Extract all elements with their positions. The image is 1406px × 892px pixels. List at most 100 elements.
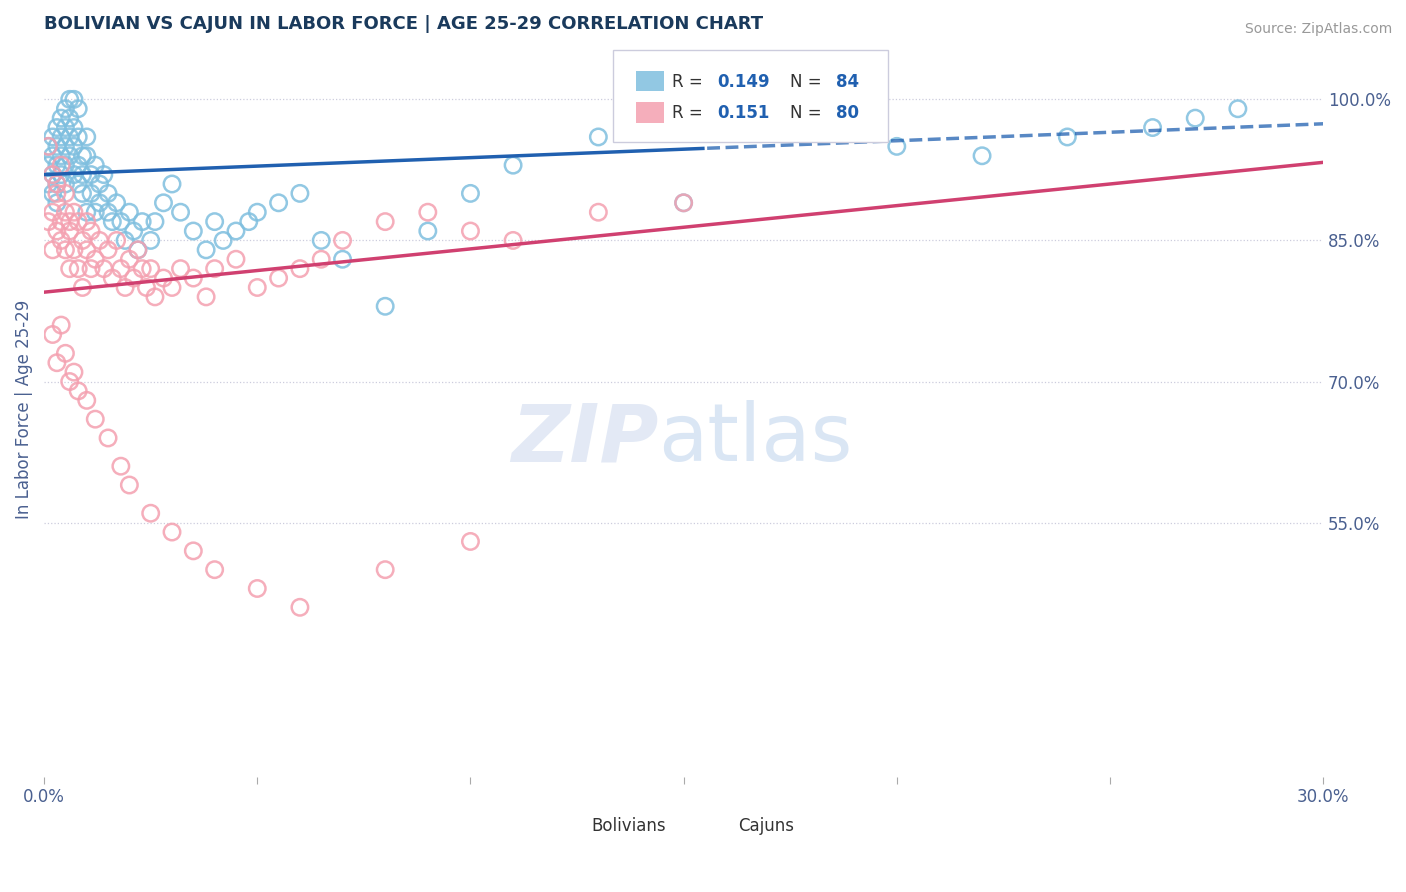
Point bbox=[288, 186, 311, 201]
Point bbox=[76, 243, 98, 257]
Text: 84: 84 bbox=[835, 73, 859, 91]
Point bbox=[51, 234, 73, 248]
Point bbox=[97, 186, 120, 201]
Point bbox=[89, 195, 111, 210]
Point bbox=[67, 130, 90, 145]
Point bbox=[80, 261, 103, 276]
Point bbox=[55, 139, 77, 153]
Point bbox=[238, 214, 260, 228]
Point bbox=[59, 375, 82, 389]
Text: N =: N = bbox=[790, 104, 827, 122]
Point bbox=[225, 224, 247, 238]
Point bbox=[37, 214, 59, 228]
Point bbox=[51, 130, 73, 145]
Point bbox=[101, 271, 124, 285]
Point bbox=[416, 224, 439, 238]
Point bbox=[41, 243, 63, 257]
Point bbox=[1226, 102, 1249, 116]
Point bbox=[63, 205, 86, 219]
Point bbox=[110, 214, 132, 228]
Point bbox=[1142, 120, 1164, 135]
Point bbox=[45, 177, 67, 191]
Point bbox=[886, 139, 908, 153]
Point bbox=[460, 534, 482, 549]
Point bbox=[127, 243, 149, 257]
Point bbox=[55, 102, 77, 116]
Point bbox=[143, 290, 166, 304]
Point bbox=[51, 111, 73, 125]
Point bbox=[460, 224, 482, 238]
Point bbox=[67, 102, 90, 116]
Point bbox=[72, 280, 94, 294]
FancyBboxPatch shape bbox=[562, 817, 585, 833]
Point bbox=[588, 205, 610, 219]
Point bbox=[84, 158, 107, 172]
Point bbox=[67, 177, 90, 191]
Point bbox=[1184, 111, 1206, 125]
Point bbox=[37, 139, 59, 153]
Point bbox=[160, 280, 183, 294]
Point bbox=[970, 149, 993, 163]
Point bbox=[135, 280, 157, 294]
Point bbox=[97, 205, 120, 219]
Point bbox=[169, 261, 191, 276]
Point bbox=[267, 271, 290, 285]
Point bbox=[84, 412, 107, 426]
Point bbox=[89, 234, 111, 248]
Point bbox=[67, 384, 90, 398]
Text: atlas: atlas bbox=[658, 401, 852, 478]
Point bbox=[288, 600, 311, 615]
Point bbox=[55, 186, 77, 201]
Point bbox=[67, 261, 90, 276]
Point bbox=[152, 195, 174, 210]
Point bbox=[374, 299, 396, 313]
Point bbox=[122, 271, 145, 285]
Point bbox=[55, 346, 77, 360]
Point bbox=[183, 271, 205, 285]
Point bbox=[41, 168, 63, 182]
Point bbox=[80, 168, 103, 182]
Point bbox=[93, 261, 115, 276]
Point bbox=[72, 186, 94, 201]
Point bbox=[51, 214, 73, 228]
Point bbox=[41, 205, 63, 219]
Point bbox=[169, 205, 191, 219]
Text: R =: R = bbox=[672, 104, 709, 122]
Point bbox=[37, 177, 59, 191]
Point bbox=[502, 158, 524, 172]
Point bbox=[195, 243, 218, 257]
Point bbox=[139, 506, 162, 520]
Text: ZIP: ZIP bbox=[510, 401, 658, 478]
Point bbox=[195, 290, 218, 304]
FancyBboxPatch shape bbox=[637, 70, 665, 91]
Point bbox=[118, 252, 141, 267]
Point bbox=[332, 252, 354, 267]
Point bbox=[110, 261, 132, 276]
Point bbox=[59, 224, 82, 238]
Point bbox=[72, 149, 94, 163]
Point bbox=[246, 280, 269, 294]
Point bbox=[45, 139, 67, 153]
Point bbox=[118, 478, 141, 492]
Point bbox=[127, 243, 149, 257]
Point bbox=[45, 195, 67, 210]
Point bbox=[460, 186, 482, 201]
Text: R =: R = bbox=[672, 73, 709, 91]
Point bbox=[76, 393, 98, 408]
Point bbox=[89, 177, 111, 191]
Point bbox=[45, 224, 67, 238]
Point bbox=[37, 158, 59, 172]
Point bbox=[67, 214, 90, 228]
Point bbox=[97, 431, 120, 445]
FancyBboxPatch shape bbox=[709, 817, 733, 833]
Point bbox=[55, 120, 77, 135]
Point bbox=[212, 234, 235, 248]
Point bbox=[63, 168, 86, 182]
Point bbox=[183, 224, 205, 238]
Point bbox=[59, 149, 82, 163]
Text: N =: N = bbox=[790, 73, 827, 91]
Point bbox=[105, 234, 128, 248]
Point bbox=[131, 214, 153, 228]
Text: 80: 80 bbox=[835, 104, 859, 122]
Point bbox=[59, 130, 82, 145]
